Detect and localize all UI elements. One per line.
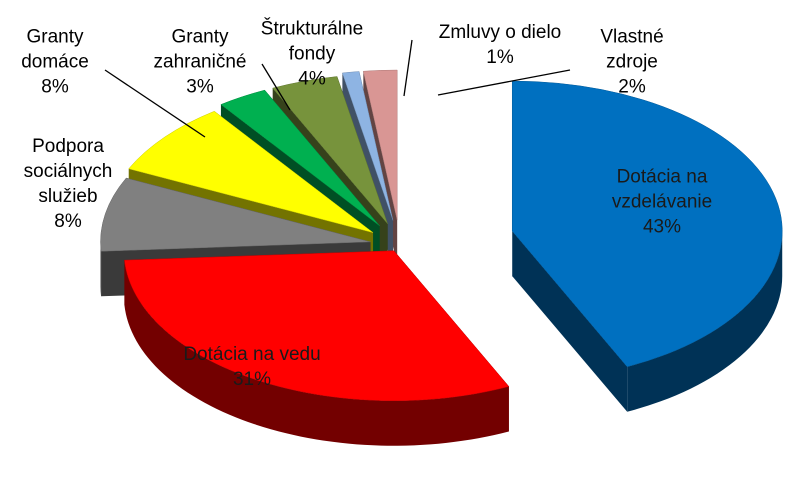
- leader-line: [437, 69, 571, 96]
- label-name: Vlastné zdroje: [600, 26, 664, 73]
- slice-top: [128, 110, 374, 233]
- data-label: Granty domáce 8%: [5, 25, 105, 100]
- slice-top: [100, 177, 371, 252]
- slice: [124, 250, 510, 446]
- label-value: 8%: [41, 76, 69, 98]
- label-name: Granty zahraničné: [153, 26, 247, 73]
- data-label: Štrukturálne fondy 4%: [252, 17, 372, 92]
- label-name: Dotácia na vzdelávanie: [611, 166, 713, 213]
- slice: [511, 80, 783, 412]
- leader-line: [104, 69, 206, 138]
- label-value: 3%: [186, 76, 214, 98]
- leader-line: [403, 39, 413, 97]
- label-value: 43%: [642, 216, 682, 238]
- data-label: Vlastné zdroje 2%: [582, 25, 682, 100]
- slice-top: [124, 250, 510, 401]
- slice-wall: [124, 260, 509, 446]
- slice-top: [363, 69, 398, 221]
- label-name: Štrukturálne fondy: [260, 18, 364, 65]
- data-label: Podpora sociálnych služieb 8%: [3, 134, 133, 234]
- slice-wall: [100, 241, 102, 297]
- label-value: 4%: [298, 68, 326, 90]
- slice-wall: [627, 231, 783, 412]
- label-value: 2%: [618, 76, 646, 98]
- data-label: Dotácia na vedu 31%: [182, 342, 322, 392]
- data-label: Granty zahraničné 3%: [145, 25, 255, 100]
- label-value: 1%: [486, 47, 514, 68]
- label-name: Podpora sociálnych služieb: [23, 136, 113, 207]
- slice-top: [272, 76, 388, 225]
- label-name: Dotácia na vedu: [183, 344, 321, 365]
- slice-side: [512, 231, 628, 412]
- slice-top: [220, 89, 380, 227]
- label-value: 31%: [232, 369, 272, 390]
- data-label: Dotácia na vzdelávanie 43%: [592, 165, 732, 240]
- label-name: Granty domáce: [21, 26, 89, 73]
- label-value: 8%: [54, 211, 82, 232]
- leader-line: [261, 63, 291, 111]
- data-label: Zmluvy o dielo 1%: [410, 20, 590, 70]
- label-name: Zmluvy o dielo: [438, 22, 562, 43]
- slice-top: [511, 80, 783, 368]
- slices: [100, 69, 783, 446]
- slice-top: [342, 71, 394, 221]
